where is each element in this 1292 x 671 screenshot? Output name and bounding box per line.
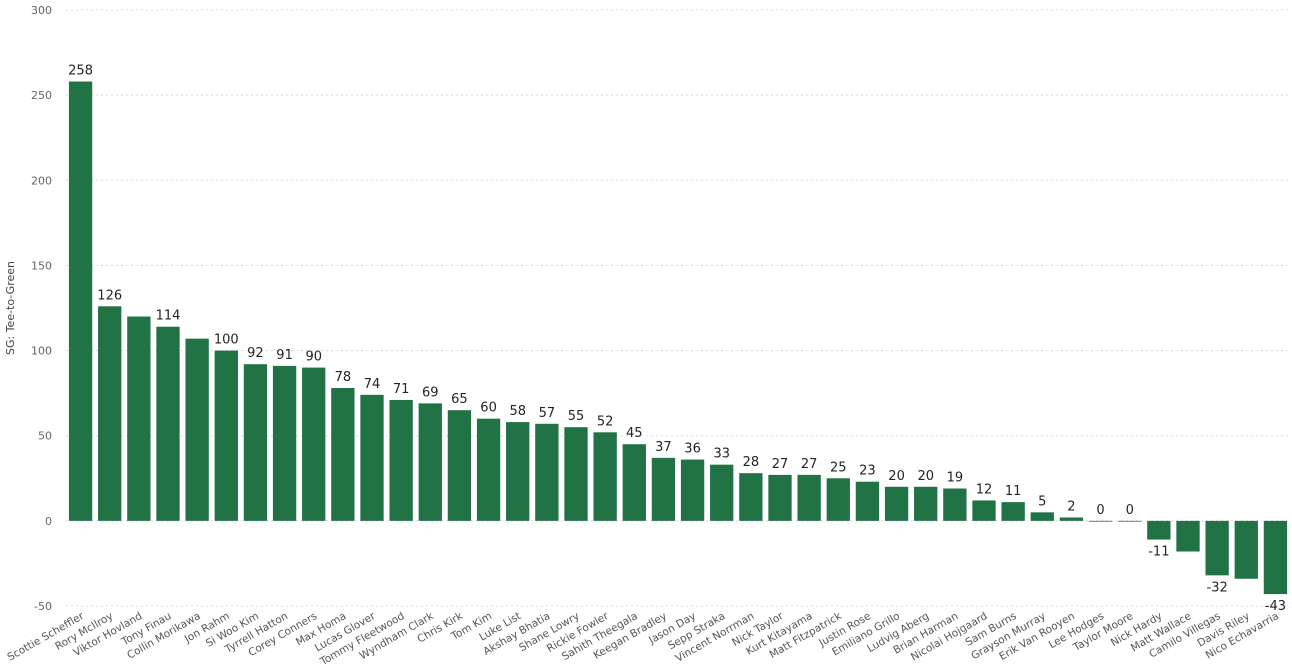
y-tick-label: 250 [31, 89, 52, 102]
data-label: 91 [276, 348, 293, 363]
data-label: 5 [1038, 494, 1046, 509]
bar[interactable] [768, 474, 792, 521]
bar[interactable] [1234, 520, 1258, 579]
bar[interactable] [943, 488, 967, 521]
data-label: -43 [1265, 599, 1286, 614]
y-tick-label: 100 [31, 345, 52, 358]
bar[interactable] [797, 474, 821, 521]
bar[interactable] [535, 423, 559, 521]
data-label: -32 [1207, 580, 1228, 595]
bar[interactable] [622, 444, 646, 521]
data-label: 25 [830, 460, 847, 475]
data-label: 0 [1126, 503, 1134, 518]
bar[interactable] [1059, 517, 1084, 521]
bar[interactable] [1088, 520, 1113, 522]
bar[interactable] [739, 473, 763, 521]
data-label: 11 [1005, 484, 1022, 499]
data-label: 28 [743, 455, 760, 470]
bar[interactable] [185, 338, 209, 521]
data-label: 33 [713, 447, 730, 462]
bar[interactable] [302, 367, 326, 521]
bars [68, 81, 1288, 595]
data-label: 55 [568, 409, 585, 424]
bar[interactable] [243, 364, 268, 521]
y-tick-label: 0 [45, 515, 52, 528]
data-label: 57 [539, 406, 556, 421]
bar[interactable] [418, 403, 442, 521]
data-label: 45 [626, 426, 643, 441]
gridlines [66, 9, 1290, 607]
data-label: 69 [422, 385, 439, 400]
bar[interactable] [680, 459, 705, 521]
bar[interactable] [272, 365, 297, 521]
data-label: 126 [97, 288, 122, 303]
bar[interactable] [972, 500, 996, 521]
bar[interactable] [1176, 520, 1200, 552]
y-tick-label: 300 [31, 4, 52, 17]
data-label: 27 [801, 457, 818, 472]
bar[interactable] [127, 316, 151, 521]
data-label: 74 [364, 377, 381, 392]
bar[interactable] [447, 410, 472, 521]
data-label: 2 [1067, 499, 1075, 514]
data-label: 19 [947, 471, 964, 486]
y-tick-label: 50 [38, 430, 52, 443]
y-tick-label: 200 [31, 174, 52, 187]
data-label: 0 [1096, 503, 1104, 518]
data-label: 258 [68, 64, 93, 79]
data-label: 100 [214, 333, 239, 348]
data-label: 52 [597, 414, 614, 429]
bar[interactable] [476, 418, 501, 521]
y-tick-label: 150 [31, 259, 52, 272]
y-axis-ticks: -50 0 50 100 150 200 250 300 [31, 4, 52, 613]
data-label: 58 [509, 404, 526, 419]
bar[interactable] [360, 394, 384, 521]
bar[interactable] [506, 422, 530, 521]
y-axis-title: SG: Tee-to-Green [4, 261, 17, 355]
bar[interactable] [389, 399, 413, 521]
data-label: -11 [1148, 545, 1169, 560]
bar[interactable] [710, 464, 734, 521]
data-label: 90 [305, 350, 322, 365]
data-label: 71 [393, 382, 410, 397]
bar[interactable] [855, 481, 880, 521]
bar[interactable] [1030, 512, 1054, 521]
data-label: 92 [247, 346, 264, 361]
bar[interactable] [1263, 520, 1288, 595]
bar[interactable] [564, 427, 588, 521]
bar[interactable] [331, 388, 355, 521]
bar[interactable] [1001, 502, 1025, 521]
bar[interactable] [651, 457, 676, 521]
bar[interactable] [1205, 520, 1229, 576]
data-label: 27 [772, 457, 789, 472]
data-label: 36 [684, 442, 701, 457]
bar[interactable] [1118, 520, 1142, 522]
y-tick-label: -50 [34, 600, 52, 613]
data-label: 65 [451, 392, 468, 407]
data-label: 23 [859, 464, 876, 479]
bar[interactable] [214, 350, 238, 521]
bar[interactable] [1147, 520, 1171, 540]
data-label: 60 [480, 401, 497, 416]
bar[interactable] [156, 326, 180, 521]
bar[interactable] [884, 486, 909, 521]
data-label: 78 [335, 370, 352, 385]
data-label: 20 [888, 469, 905, 484]
data-label: 20 [917, 469, 934, 484]
bar[interactable] [593, 432, 617, 521]
bar[interactable] [914, 486, 938, 521]
bar[interactable] [98, 306, 122, 521]
bar[interactable] [826, 478, 850, 521]
data-label: 37 [655, 440, 672, 455]
bar[interactable] [68, 81, 93, 521]
data-label: 114 [156, 309, 181, 324]
data-label: 12 [976, 482, 993, 497]
